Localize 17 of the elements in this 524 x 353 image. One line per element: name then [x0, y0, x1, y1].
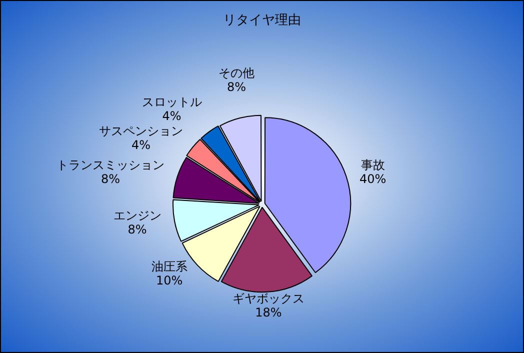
data-label: 18%	[255, 306, 282, 320]
data-label: 40%	[359, 172, 386, 186]
slice-label: トランスミッション	[56, 158, 165, 172]
slice-label: 油圧系	[151, 260, 188, 274]
slice-label: その他	[218, 66, 255, 80]
slice-label: スロットル	[142, 95, 202, 110]
data-label: 8%	[128, 222, 147, 237]
slice-label: エンジン	[113, 208, 162, 223]
slice-label: サスペンション	[99, 124, 184, 138]
chart-title: リタイヤ理由	[223, 13, 301, 28]
data-label: 4%	[132, 138, 151, 152]
data-label: 4%	[162, 109, 182, 124]
data-label: 10%	[156, 274, 183, 288]
data-label: 8%	[226, 80, 246, 94]
slice-label: ギヤボックス	[232, 292, 304, 306]
data-label: 8%	[100, 172, 120, 186]
slice-label: 事故	[360, 158, 385, 172]
